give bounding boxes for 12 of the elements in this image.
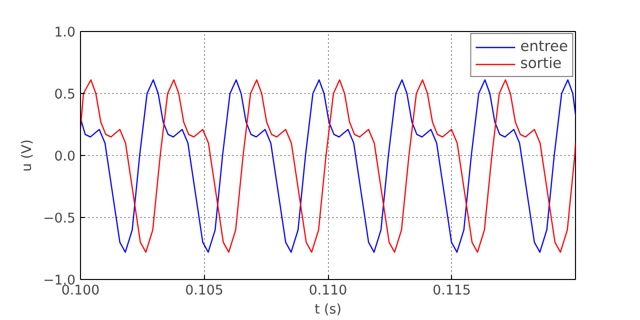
x-tick-label: 0.105 (185, 284, 224, 298)
y-tick-label: 0.0 (54, 150, 76, 164)
y-tick-label: 1.0 (54, 26, 76, 40)
x-tick-label: 0.110 (308, 284, 348, 298)
y-axis-title: u (V) (20, 139, 36, 172)
x-tick-label: 0.115 (432, 284, 471, 298)
legend-label: entree (520, 38, 568, 55)
y-tick-label: −0.5 (43, 212, 76, 226)
line-series (80, 79, 576, 253)
legend-label: sortie (520, 55, 562, 72)
x-axis-title: t (s) (314, 302, 342, 318)
y-tick-label: 0.5 (54, 88, 76, 102)
